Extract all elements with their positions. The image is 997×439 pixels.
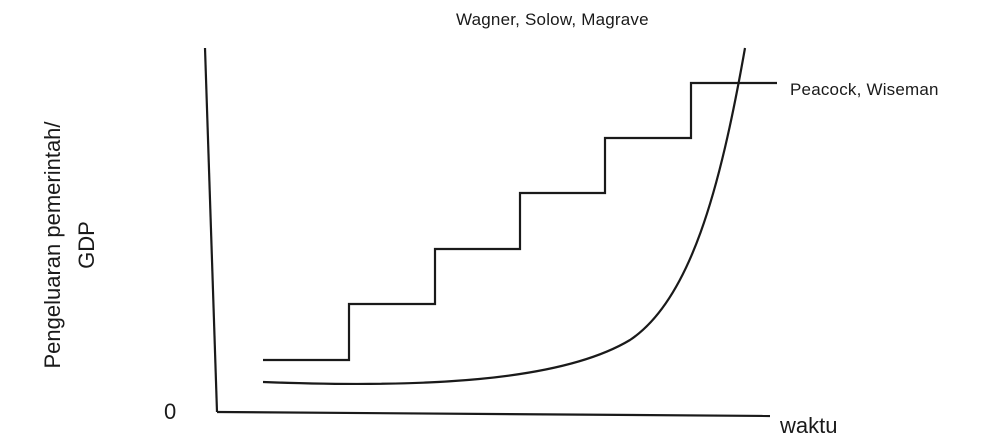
y-axis-label-line2: GDP (74, 221, 99, 269)
step-curve-peacock-wiseman (263, 81, 777, 362)
x-axis-line (216, 410, 771, 418)
origin-label: 0 (164, 399, 177, 424)
y-axis-label-line1: Pengeluaran pemerintah/ (40, 121, 65, 369)
label-wagner-solow-magrave: Wagner, Solow, Magrave (456, 10, 649, 29)
exponential-curve-wagner-solow-magrave (262, 47, 747, 386)
y-axis-line (203, 47, 219, 413)
label-peacock-wiseman: Peacock, Wiseman (790, 80, 939, 99)
x-axis-label: waktu (780, 413, 838, 438)
